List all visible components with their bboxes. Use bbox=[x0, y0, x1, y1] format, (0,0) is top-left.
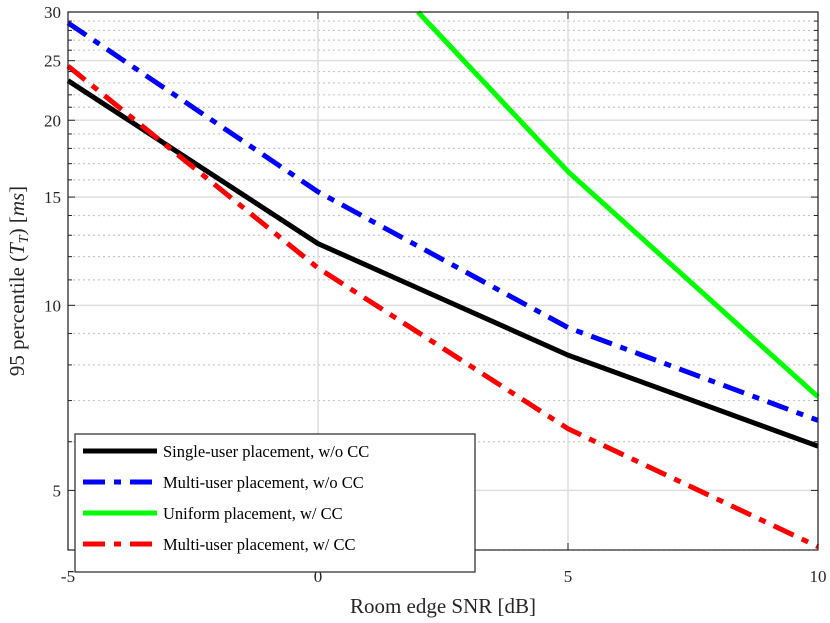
ticks: -5 0 5 10 5 10 15 20 25 30 bbox=[44, 3, 827, 586]
series-line-3 bbox=[416, 10, 820, 399]
x-axis-title: Room edge SNR [dB] bbox=[350, 594, 536, 618]
y-axis-title: 95 percentile (TT) [ms] bbox=[5, 186, 32, 376]
series-line-4 bbox=[66, 64, 820, 549]
x-tick-label: 5 bbox=[564, 567, 573, 586]
legend-label-1: Single-user placement, w/o CC bbox=[163, 442, 369, 461]
y-tick-label: 5 bbox=[53, 481, 62, 500]
y-tick-label: 30 bbox=[44, 3, 61, 22]
y-axis-title-text: 95 percentile ( bbox=[5, 255, 29, 376]
y-tick-label: 20 bbox=[44, 111, 61, 130]
y-tick-label: 10 bbox=[44, 296, 61, 315]
y-axis-title-variable: T bbox=[5, 242, 29, 255]
series-layer bbox=[66, 10, 820, 549]
x-tick-label: 10 bbox=[810, 567, 827, 586]
y-axis-title-unit: ms bbox=[5, 193, 29, 216]
y-axis-title-subscript: T bbox=[17, 234, 32, 243]
y-tick-label: 15 bbox=[44, 188, 61, 207]
y-tick-label: 25 bbox=[44, 52, 61, 71]
y-axis-title-text: ] bbox=[5, 186, 29, 193]
y-axis-title-text: ) [ bbox=[5, 216, 29, 235]
legend: Single-user placement, w/o CC Multi-user … bbox=[74, 433, 476, 573]
legend-label-3: Uniform placement, w/ CC bbox=[163, 504, 343, 523]
series-line-1 bbox=[66, 78, 819, 449]
series-line-2 bbox=[66, 20, 819, 423]
legend-label-4: Multi-user placement, w/ CC bbox=[163, 535, 355, 554]
legend-label-2: Multi-user placement, w/o CC bbox=[163, 473, 364, 492]
x-tick-label: 0 bbox=[314, 567, 323, 586]
legend-box bbox=[74, 433, 476, 573]
x-tick-label: -5 bbox=[61, 567, 75, 586]
